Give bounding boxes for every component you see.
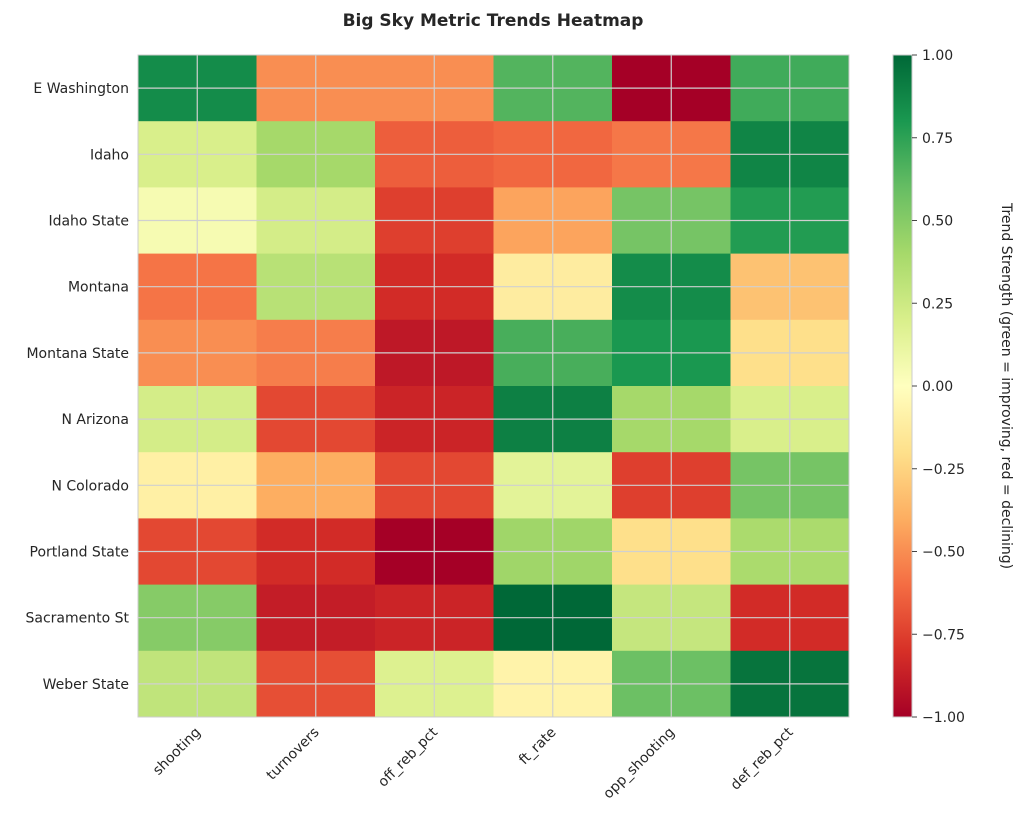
y-tick-label: N Colorado: [51, 478, 129, 494]
y-tick-label: Sacramento St: [25, 611, 129, 627]
x-tick-label: off_reb_pct: [375, 724, 441, 790]
y-tick-label: Weber State: [43, 677, 129, 693]
chart-title: Big Sky Metric Trends Heatmap: [343, 11, 644, 31]
y-tick-label: Montana: [68, 280, 129, 296]
y-tick-labels: E Washington Idaho Idaho State Montana Monta…: [25, 81, 129, 693]
colorbar-ticks: 1.00 0.75 0.50 0.25 0.00 −0.25 −0.50 −0.75 −1.00: [912, 48, 965, 726]
colorbar-tick-label: −0.50: [922, 545, 965, 561]
x-tick-label: turnovers: [264, 725, 323, 784]
colorbar-label: Trend Strength (green = improving, red =…: [998, 202, 1014, 569]
x-tick-labels: shooting turnovers off_reb_pct ft_rate opp_s…: [150, 724, 797, 802]
plot-frame: [137, 54, 850, 718]
grid-lines: [138, 55, 849, 717]
x-tick-label: def_reb_pct: [728, 724, 797, 793]
y-tick-label: Portland State: [30, 545, 130, 561]
y-tick-label: Montana State: [26, 346, 129, 362]
colorbar-tick-label: 0.00: [922, 379, 953, 395]
x-tick-label: ft_rate: [516, 725, 560, 769]
y-tick-label: E Washington: [33, 81, 129, 97]
y-tick-label: Idaho State: [48, 214, 129, 230]
colorbar-tick-label: 0.50: [922, 214, 953, 230]
y-tick-label: N Arizona: [61, 412, 129, 428]
colorbar: [892, 54, 913, 718]
colorbar-tick-label: 1.00: [922, 48, 953, 64]
y-tick-label: Idaho: [90, 147, 129, 163]
colorbar-tick-label: −0.75: [922, 627, 965, 643]
colorbar-tick-label: −0.25: [922, 462, 965, 478]
colorbar-tick-label: −1.00: [922, 710, 965, 726]
x-tick-label: opp_shooting: [600, 725, 678, 803]
x-tick-label: shooting: [150, 725, 204, 779]
colorbar-tick-label: 0.75: [922, 131, 953, 147]
colorbar-tick-label: 0.25: [922, 296, 953, 312]
